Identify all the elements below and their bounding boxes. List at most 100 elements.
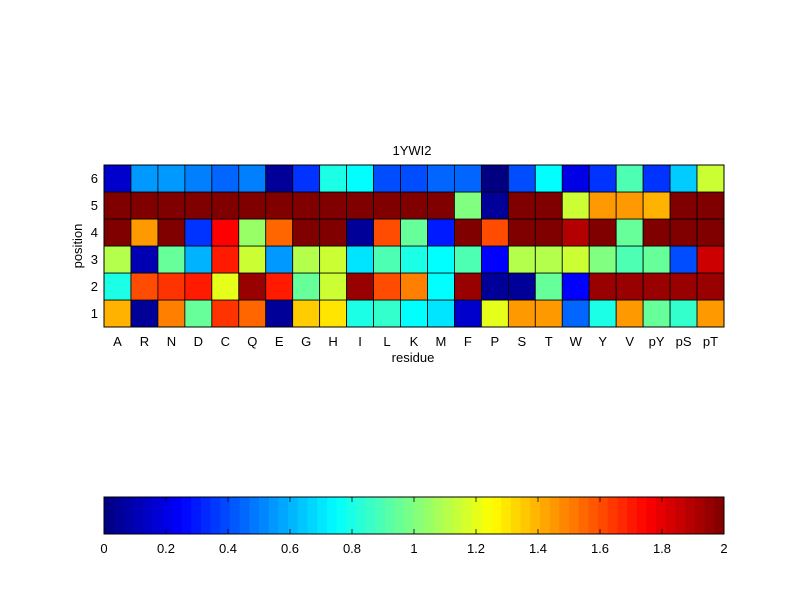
x-tick-label: F: [464, 334, 472, 349]
heatmap-cell: [373, 218, 401, 247]
heatmap-cell: [454, 164, 482, 193]
heatmap-cell: [319, 272, 348, 301]
heatmap-cell: [346, 245, 374, 274]
heatmap-cell: [130, 299, 159, 328]
heatmap-cell: [534, 245, 563, 274]
colorbar-segment: [133, 497, 144, 534]
x-tick-label: A: [113, 334, 122, 349]
heatmap-cell: [211, 191, 240, 220]
heatmap-cell: [480, 245, 509, 274]
heatmap-cell: [265, 218, 294, 247]
colorbar-segment: [588, 497, 599, 534]
heatmap-cell: [480, 218, 509, 247]
colorbar-segment: [259, 497, 270, 534]
heatmap-cell: [507, 299, 536, 328]
heatmap-cell: [211, 272, 240, 301]
colorbar-segment: [539, 497, 551, 534]
y-tick-label: 3: [91, 252, 98, 267]
heatmap-cell: [400, 191, 428, 220]
x-tick-label: Y: [598, 334, 607, 349]
heatmap-cell: [615, 218, 644, 247]
colorbar-tick-label: 0: [100, 541, 107, 556]
heatmap-cell: [184, 272, 213, 301]
heatmap-cell: [480, 191, 509, 220]
heatmap-cell: [211, 299, 240, 328]
heatmap-cell: [696, 218, 725, 247]
x-tick-label: R: [140, 334, 149, 349]
heatmap-cell: [615, 299, 644, 328]
heatmap-cell: [346, 191, 374, 220]
heatmap-cell: [588, 164, 617, 193]
colorbar-segment: [210, 497, 221, 534]
heatmap-cell: [427, 164, 455, 193]
heatmap-cell: [157, 218, 186, 247]
y-tick-label: 5: [91, 198, 98, 213]
x-tick-label: N: [167, 334, 176, 349]
heatmap-cell: [615, 191, 644, 220]
heatmap-cell: [561, 191, 590, 220]
x-tick-label: P: [491, 334, 500, 349]
heatmap-cell: [480, 299, 509, 328]
colorbar-segment: [249, 497, 260, 534]
heatmap-cell: [103, 218, 132, 247]
colorbar-segment: [578, 497, 589, 534]
x-tick-label: G: [301, 334, 311, 349]
x-tick-label: M: [436, 334, 447, 349]
heatmap-cell: [696, 299, 725, 328]
colorbar-segment: [346, 497, 357, 534]
heatmap-cell: [157, 272, 186, 301]
colorbar-segment: [559, 497, 570, 534]
heatmap-cell: [454, 245, 482, 274]
heatmap-cell: [238, 299, 267, 328]
colorbar: [104, 497, 725, 534]
heatmap-cell: [696, 245, 725, 274]
heatmap-cell: [642, 218, 671, 247]
heatmap-cells: [103, 164, 725, 328]
colorbar-segment: [162, 497, 173, 534]
y-tick-label: 4: [91, 225, 98, 240]
colorbar-segment: [104, 497, 115, 534]
colorbar-segment: [530, 497, 541, 534]
colorbar-segment: [375, 497, 386, 534]
colorbar-segment: [598, 497, 609, 534]
heatmap-cell: [615, 164, 644, 193]
colorbar-segment: [646, 497, 657, 534]
heatmap-cell: [427, 299, 455, 328]
colorbar-segment: [200, 497, 211, 534]
y-tick-label: 6: [91, 171, 98, 186]
x-tick-label: C: [221, 334, 230, 349]
heatmap-cell: [238, 272, 267, 301]
heatmap-cell: [642, 272, 671, 301]
colorbar-segment: [704, 497, 715, 534]
heatmap-cell: [427, 272, 455, 301]
heatmap-cell: [642, 299, 671, 328]
heatmap-cell: [319, 164, 348, 193]
heatmap-cell: [588, 218, 617, 247]
heatmap-cell: [642, 245, 671, 274]
y-tick-labels: 1 2 3 4 5 6: [91, 171, 98, 321]
colorbar-tick-label: 0.8: [343, 541, 361, 556]
heatmap-cell: [373, 164, 401, 193]
heatmap-cell: [400, 218, 428, 247]
colorbar-segment: [452, 497, 463, 534]
heatmap-cell: [480, 164, 509, 193]
colorbar-segment: [423, 497, 434, 534]
heatmap-cell: [319, 218, 348, 247]
heatmap-cell: [319, 299, 348, 328]
heatmap-cell: [454, 272, 482, 301]
heatmap-cell: [480, 272, 509, 301]
heatmap-cell: [669, 299, 698, 328]
heatmap-cell: [346, 164, 374, 193]
colorbar-segment: [607, 497, 618, 534]
colorbar-segment: [394, 497, 405, 534]
heatmap-cell: [534, 191, 563, 220]
heatmap-cell: [588, 191, 617, 220]
heatmap-cell: [534, 218, 563, 247]
heatmap-cell: [265, 272, 294, 301]
plot-frame: [103, 164, 725, 328]
heatmap-cell: [507, 272, 536, 301]
colorbar-segment: [491, 497, 502, 534]
colorbar-segment: [685, 497, 696, 534]
x-tick-label: T: [545, 334, 553, 349]
x-tick-label: E: [275, 334, 284, 349]
